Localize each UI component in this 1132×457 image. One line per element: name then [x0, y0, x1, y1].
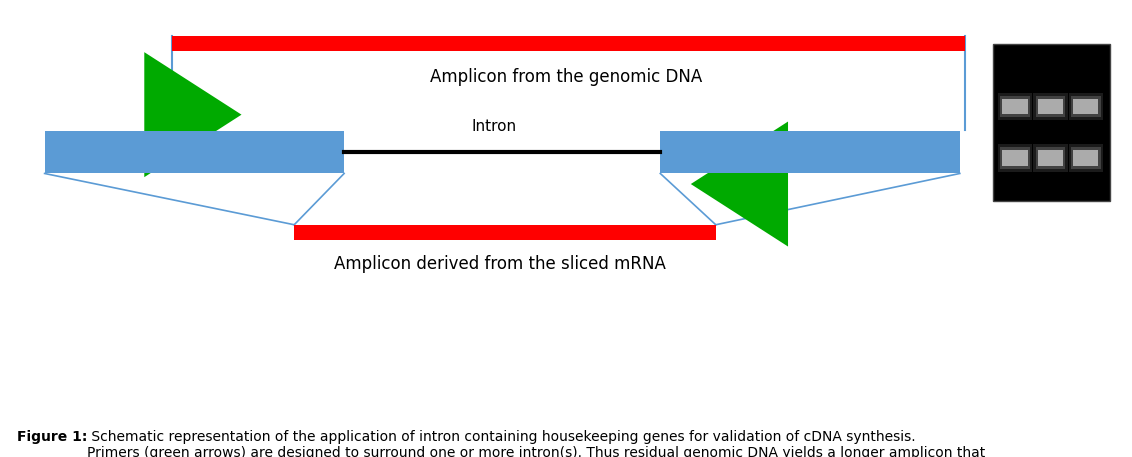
Bar [1073, 150, 1098, 166]
Bar [1036, 96, 1065, 117]
Text: Intron: Intron [472, 119, 517, 134]
Bar [1038, 150, 1063, 166]
Bar [44, 131, 344, 174]
Bar [1003, 99, 1028, 114]
Bar [294, 225, 715, 240]
Bar [172, 36, 966, 51]
Bar [1003, 99, 1028, 114]
Bar [1003, 150, 1028, 166]
Bar [1038, 99, 1063, 114]
Bar [1073, 99, 1098, 114]
Bar [1073, 150, 1098, 166]
Text: Amplicon from the genomic DNA: Amplicon from the genomic DNA [430, 68, 702, 86]
Text: Figure 1:: Figure 1: [17, 430, 87, 444]
Bar [1036, 148, 1065, 169]
Bar [1038, 99, 1063, 114]
Bar [1038, 150, 1063, 166]
Bar [1069, 144, 1103, 172]
Text: Amplicon derived from the sliced mRNA: Amplicon derived from the sliced mRNA [334, 255, 666, 273]
Bar [998, 144, 1032, 172]
Bar [1071, 148, 1100, 169]
Text: Schematic representation of the application of intron containing housekeeping ge: Schematic representation of the applicat… [87, 430, 986, 457]
Bar [993, 44, 1109, 201]
Text: Exon: Exon [174, 143, 215, 161]
Bar [1069, 93, 1103, 120]
Bar [1071, 96, 1100, 117]
Bar [1001, 148, 1030, 169]
Bar [998, 93, 1032, 120]
Bar [1001, 96, 1030, 117]
Bar [1034, 144, 1067, 172]
Bar [1034, 93, 1067, 120]
Bar [660, 131, 960, 174]
Bar [1003, 150, 1028, 166]
Bar [1073, 99, 1098, 114]
Text: Exon: Exon [790, 143, 830, 161]
